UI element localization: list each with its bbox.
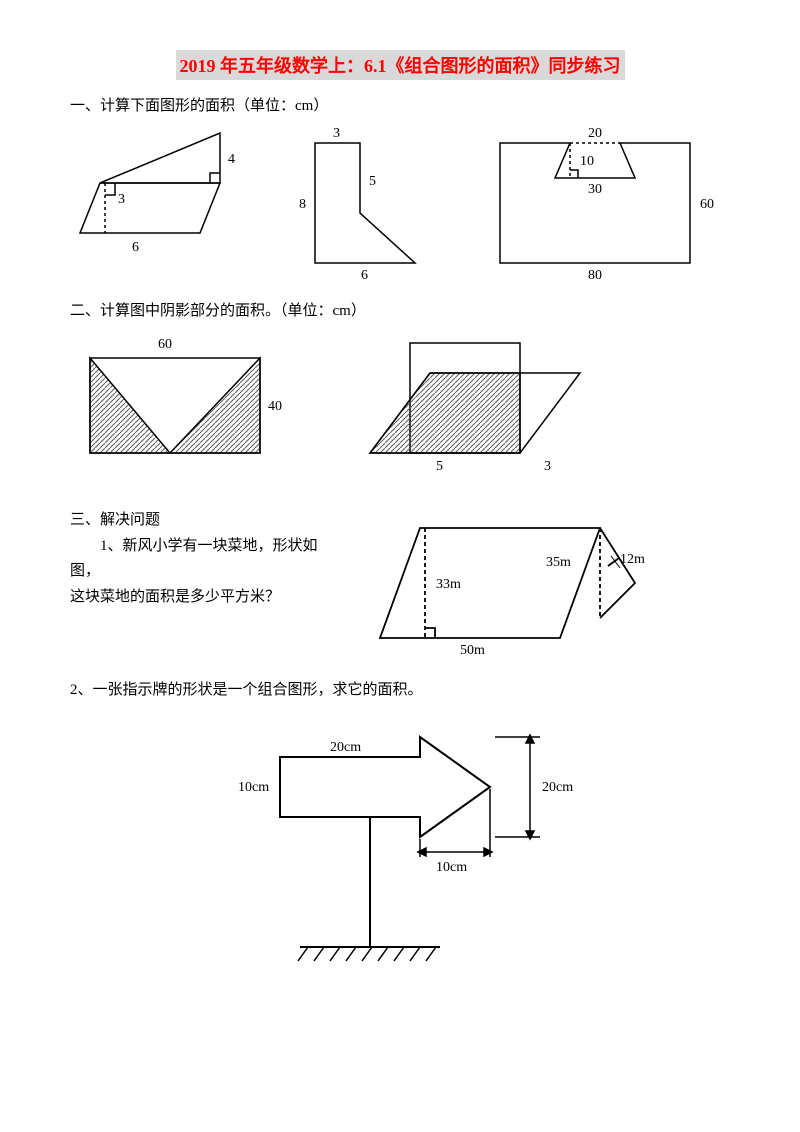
dim-1-1-a: 4 <box>228 152 235 167</box>
dim-1-3-b: 10 <box>580 154 594 169</box>
figure-4-1: 20cm 10cm 10cm 20cm <box>190 717 610 977</box>
dim-1-3-e: 80 <box>588 268 602 283</box>
dim-1-2-a: 3 <box>333 126 340 141</box>
dim-3-1-a: 35m <box>546 555 571 570</box>
figure-3-1: 35m 12m 33m 50m <box>360 508 680 658</box>
dim-4-1-b: 10cm <box>238 780 269 795</box>
figure-1-1: 4 3 6 <box>70 123 250 263</box>
dim-1-3-c: 30 <box>588 182 602 197</box>
dim-1-2-b: 5 <box>369 174 376 189</box>
dim-2-1-b: 40 <box>268 399 282 414</box>
figure-1-2: 3 5 8 6 <box>285 123 445 283</box>
section-2-label: 二、计算图中阴影部分的面积。（单位：cm） <box>70 299 730 320</box>
dim-4-1-c: 10cm <box>436 860 467 875</box>
dim-3-1-b: 12m <box>620 552 645 567</box>
section-1-label: 一、计算下面图形的面积（单位：cm） <box>70 94 730 115</box>
q1-line2: 这块菜地的面积是多少平方米？ <box>70 585 330 611</box>
page-title: 2019 年五年级数学上：6.1《组合图形的面积》同步练习 <box>176 50 625 80</box>
section-4-label: 2、一张指示牌的形状是一个组合图形，求它的面积。 <box>70 678 730 699</box>
dim-1-1-c: 6 <box>132 240 139 255</box>
dim-1-3-a: 20 <box>588 126 602 141</box>
dim-2-2-a: 5 <box>436 459 443 474</box>
figure-1-3: 20 10 30 60 80 <box>480 123 730 283</box>
dim-3-1-d: 50m <box>460 643 485 658</box>
dim-3-1-c: 33m <box>436 577 461 592</box>
dim-1-1-b: 3 <box>118 192 125 207</box>
dim-4-1-a: 20cm <box>330 740 361 755</box>
dim-1-2-c: 8 <box>299 197 306 212</box>
figure-2-1: 60 40 <box>70 328 290 468</box>
figure-2-2: 5 3 <box>350 328 610 478</box>
dim-2-2-b: 3 <box>544 459 551 474</box>
dim-1-3-d: 60 <box>700 197 714 212</box>
section-3-label: 三、解决问题 <box>70 508 330 534</box>
q1-line1: 1、新风小学有一块菜地，形状如图， <box>70 534 330 585</box>
dim-4-1-d: 20cm <box>542 780 573 795</box>
dim-1-2-d: 6 <box>361 268 368 283</box>
dim-2-1-a: 60 <box>158 337 172 352</box>
